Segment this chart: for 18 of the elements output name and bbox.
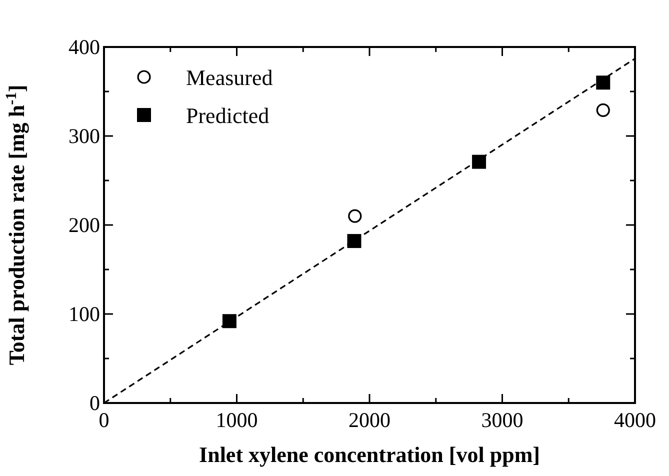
y-tick-label: 300	[68, 124, 100, 148]
y-tick-label: 100	[68, 302, 100, 326]
legend-label: Predicted	[186, 103, 270, 128]
legend-label: Measured	[186, 65, 273, 90]
y-tick-label: 0	[90, 391, 100, 415]
point	[596, 76, 610, 90]
x-axis-title: Inlet xylene concentration [vol ppm]	[199, 442, 540, 467]
x-tick-label: 4000	[614, 408, 656, 432]
point	[347, 234, 362, 248]
point	[222, 314, 236, 328]
x-tick-label: 1000	[216, 408, 258, 432]
y-tick-label: 400	[68, 35, 100, 59]
point	[472, 154, 486, 169]
x-tick-label: 3000	[481, 408, 524, 432]
point	[348, 209, 362, 223]
x-tick-label: 2000	[348, 408, 390, 432]
y-tick-label: 200	[68, 213, 100, 237]
point	[596, 103, 610, 117]
